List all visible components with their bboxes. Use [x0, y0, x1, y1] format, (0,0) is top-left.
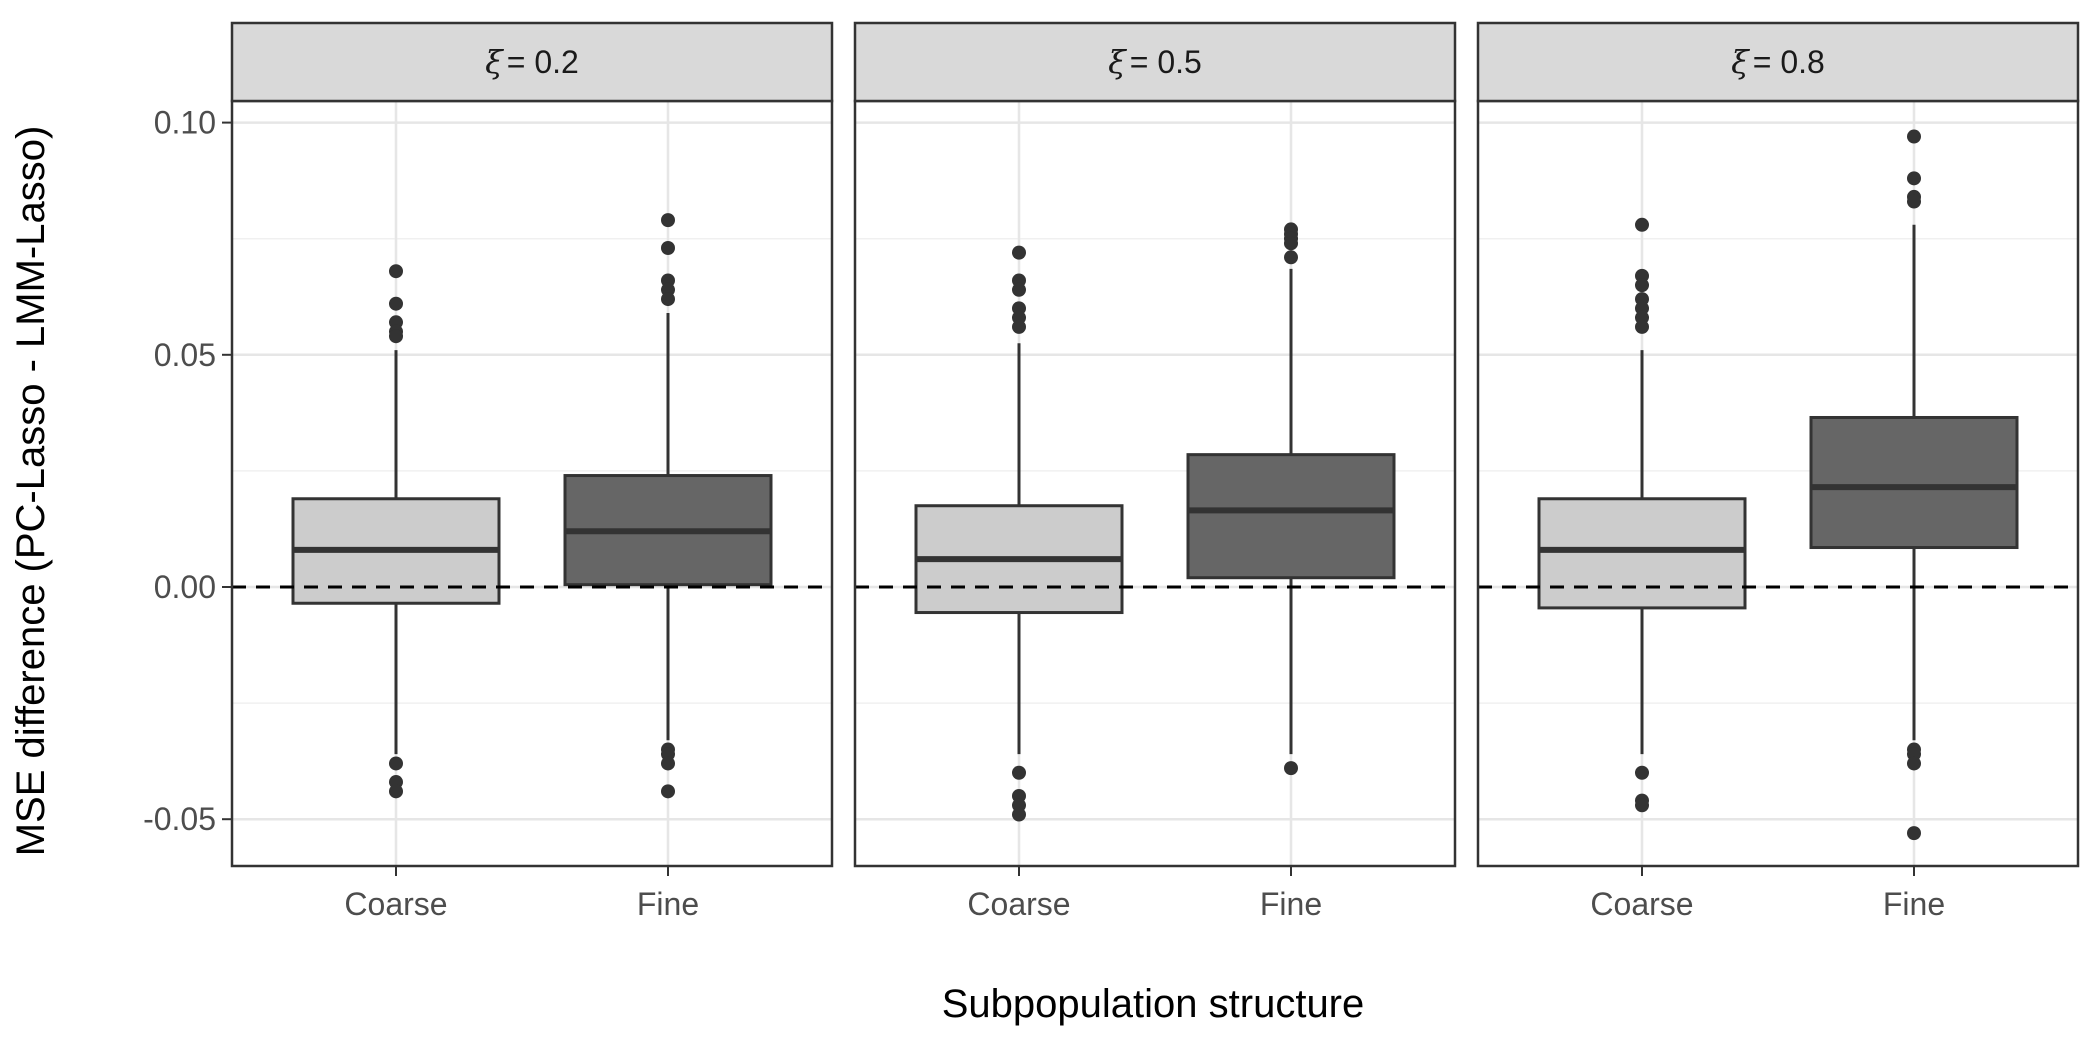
box-fine	[1809, 129, 2019, 841]
y-tick-label: -0.05	[143, 801, 216, 837]
outlier-point	[661, 784, 675, 799]
facet-strip-label: ξ = 0.2	[485, 43, 579, 81]
facet-panel: ξ = 0.8 Coarse Fine	[1476, 21, 2080, 922]
box-iqr	[1537, 497, 1747, 610]
outlier-point	[1012, 807, 1026, 822]
facet-strip	[1476, 21, 2080, 103]
outlier-point	[1907, 171, 1921, 186]
facet-strip-label: ξ = 0.8	[1731, 43, 1825, 81]
y-axis: -0.05 0.00 0.05 0.10	[143, 105, 232, 837]
outlier-point	[389, 756, 403, 771]
outlier-point	[661, 756, 675, 771]
x-tick-label: Fine	[637, 886, 699, 922]
box-iqr	[1186, 453, 1396, 580]
outlier-point	[1012, 319, 1026, 334]
outlier-point	[661, 213, 675, 228]
x-tick-label: Coarse	[967, 886, 1070, 922]
outlier-point	[1907, 826, 1921, 841]
y-tick-label: 0.00	[154, 569, 216, 605]
outlier-point	[1012, 282, 1026, 297]
x-tick-label: Coarse	[1590, 886, 1693, 922]
box-fine	[563, 213, 773, 799]
outlier-point	[1284, 250, 1298, 265]
box-fine	[1186, 222, 1396, 776]
outlier-point	[1635, 319, 1649, 334]
outlier-point	[661, 240, 675, 255]
outlier-point	[1907, 129, 1921, 144]
outlier-point	[389, 296, 403, 311]
facet-strip	[853, 21, 1457, 103]
box-coarse	[291, 264, 501, 799]
outlier-point	[1635, 278, 1649, 293]
facet-panel: ξ = 0.5 Coarse Fine	[853, 21, 1457, 922]
box-coarse	[1537, 217, 1747, 813]
outlier-point	[661, 292, 675, 307]
box-coarse	[914, 245, 1124, 822]
y-tick-label: 0.10	[154, 105, 216, 141]
box-iqr	[1809, 415, 2019, 550]
facet-strip	[230, 21, 834, 103]
outlier-point	[1012, 765, 1026, 780]
x-tick-label: Fine	[1260, 886, 1322, 922]
x-axis-title: Subpopulation structure	[942, 982, 1365, 1026]
y-tick-label: 0.05	[154, 337, 216, 373]
outlier-point	[389, 329, 403, 344]
facet-panels: ξ = 0.2 Coarse Fine ξ = 0.5 Coarse Fine ξ = 0.8 Co…	[230, 21, 2080, 922]
facet-panel: ξ = 0.2 Coarse Fine	[230, 21, 834, 922]
outlier-point	[389, 784, 403, 799]
x-tick-label: Coarse	[344, 886, 447, 922]
outlier-point	[1012, 245, 1026, 260]
outlier-point	[1635, 217, 1649, 232]
outlier-point	[1635, 798, 1649, 813]
outlier-point	[389, 264, 403, 279]
y-axis-title: MSE difference (PC-Lasso - LMM-Lasso)	[9, 126, 53, 857]
x-tick-label: Fine	[1883, 886, 1945, 922]
outlier-point	[1907, 756, 1921, 771]
outlier-point	[1907, 194, 1921, 209]
outlier-point	[1284, 761, 1298, 776]
outlier-point	[1284, 236, 1298, 251]
facet-strip-label: ξ = 0.5	[1108, 43, 1202, 81]
outlier-point	[1635, 765, 1649, 780]
